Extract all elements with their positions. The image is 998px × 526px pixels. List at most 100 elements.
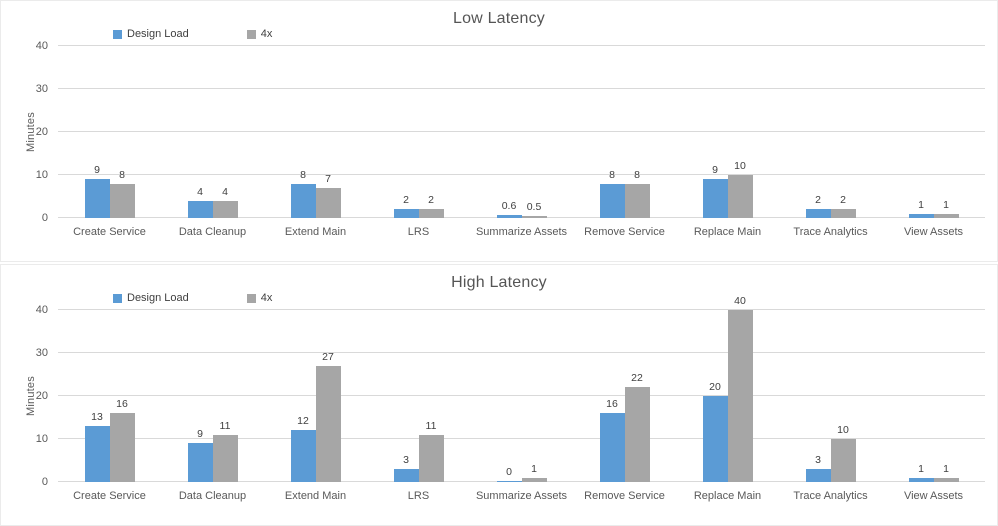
bar-group: 16 22 Remove Service [573,310,676,502]
category-label: Summarize Assets [475,226,568,238]
bar-value-label: 8 [119,168,125,181]
bar-group: 1 1 View Assets [882,46,985,238]
y-tick-label: 10 [35,169,48,181]
gridline [58,131,985,132]
category-label: Trace Analytics [793,490,868,502]
y-tick-label: 40 [35,40,48,52]
category-label: Extend Main [284,490,347,502]
bar-value-label: 4 [222,185,228,198]
category-label: LRS [407,490,430,502]
bar-value-label: 13 [91,411,103,424]
bar: 10 [727,160,753,218]
legend-swatch-4x-icon [246,29,256,39]
bar-group: 8 7 Extend Main [264,46,367,238]
plot-area-low-latency: Minutes 0 10 20 30 40 9 8 Create Service 4 4 Data … [25,40,985,238]
bar-group: 12 27 Extend Main [264,310,367,502]
legend-item-design-load: Design Load [113,292,189,304]
bar-group: 2 2 LRS [367,46,470,238]
bar-value-label: 8 [609,168,615,181]
bar: 0.6 [496,200,522,218]
chart-title-high-latency: High Latency [451,274,547,291]
bar: 0.5 [521,201,547,218]
bar: 11 [418,420,444,482]
bar: 4 [187,186,213,218]
bar-group: 9 8 Create Service [58,46,161,238]
y-tick-label: 30 [35,83,48,95]
bar-value-label: 8 [634,168,640,181]
bar-value-label: 11 [425,419,437,432]
bar-group: 8 8 Remove Service [573,46,676,238]
bar-value-label: 2 [428,194,434,207]
bar-value-label: 40 [734,295,746,307]
bar-value-label: 27 [322,350,334,363]
bar-value-label: 10 [837,424,849,436]
plot-area-high-latency: Minutes 0 10 20 30 40 13 16 Create Service 9 11 Da… [25,295,985,502]
bar: 2 [393,194,419,218]
legend-swatch-design-load-icon [113,29,122,39]
bar: 1 [908,463,934,482]
bar-value-label: 0 [506,465,512,478]
bar-value-label: 9 [197,428,203,441]
bar: 1 [933,463,959,482]
bar-value-label: 12 [297,415,309,428]
bar: 3 [393,454,419,482]
category-label: LRS [407,226,430,238]
bar: 27 [315,351,341,482]
bar-value-label: 3 [403,454,409,467]
category-label: Trace Analytics [793,226,868,238]
bar: 2 [418,194,444,218]
legend-swatch-design-load-icon [113,293,122,303]
bar: 20 [702,381,728,482]
bar-value-label: 8 [300,168,306,181]
bar-value-label: 9 [94,164,100,177]
bar: 8 [109,169,135,218]
bar: 7 [315,173,341,218]
gridline [58,174,985,175]
bar-group: 9 11 Data Cleanup [161,310,264,502]
bar: 16 [109,398,135,482]
bar-value-label: 1 [943,462,949,475]
bar-group: 3 11 LRS [367,310,470,502]
category-label: Remove Service [584,226,665,238]
bar-value-label: 9 [712,164,718,177]
y-tick-label: 10 [35,433,48,445]
bar-value-label: 1 [918,462,924,475]
chart-title-low-latency: Low Latency [452,10,546,27]
bar: 8 [290,169,316,218]
gridline [58,309,985,310]
legend-item-4x: 4x [246,28,272,40]
y-tick-label: 30 [35,347,48,359]
bar-value-label: 7 [325,172,331,185]
bar: 13 [84,411,110,482]
bar: 1 [521,463,547,482]
bar-value-label: 1 [918,198,924,211]
category-label: View Assets [903,490,964,502]
bar: 1 [908,199,934,218]
bar-group: 1 1 View Assets [882,310,985,502]
bar-group: 13 16 Create Service [58,310,161,502]
bar: 8 [599,169,625,218]
legend-item-4x: 4x [246,292,272,304]
category-label: Summarize Assets [475,490,568,502]
bar-value-label: 16 [606,398,618,411]
bar-value-label: 16 [116,398,128,411]
gridline [58,352,985,353]
gridline [58,438,985,439]
bar: 3 [805,454,831,482]
bar-group: 4 4 Data Cleanup [161,46,264,238]
bar-value-label: 1 [943,198,949,211]
legend-low-latency: Design Load 4x [113,28,272,40]
gridline [58,88,985,89]
category-label: Data Cleanup [178,490,247,502]
chart-panel-low-latency: Low Latency Design Load 4x Minutes 0 10 20… [0,0,998,262]
bar-group: 9 10 Replace Main [676,46,779,238]
bar-value-label: 2 [403,194,409,207]
bar-value-label: 22 [631,372,643,385]
category-label: Replace Main [693,226,762,238]
category-label: Data Cleanup [178,226,247,238]
y-tick-label: 20 [35,390,48,402]
bar-group: 3 10 Trace Analytics [779,310,882,502]
bar: 22 [624,372,650,482]
bar: 8 [624,169,650,218]
